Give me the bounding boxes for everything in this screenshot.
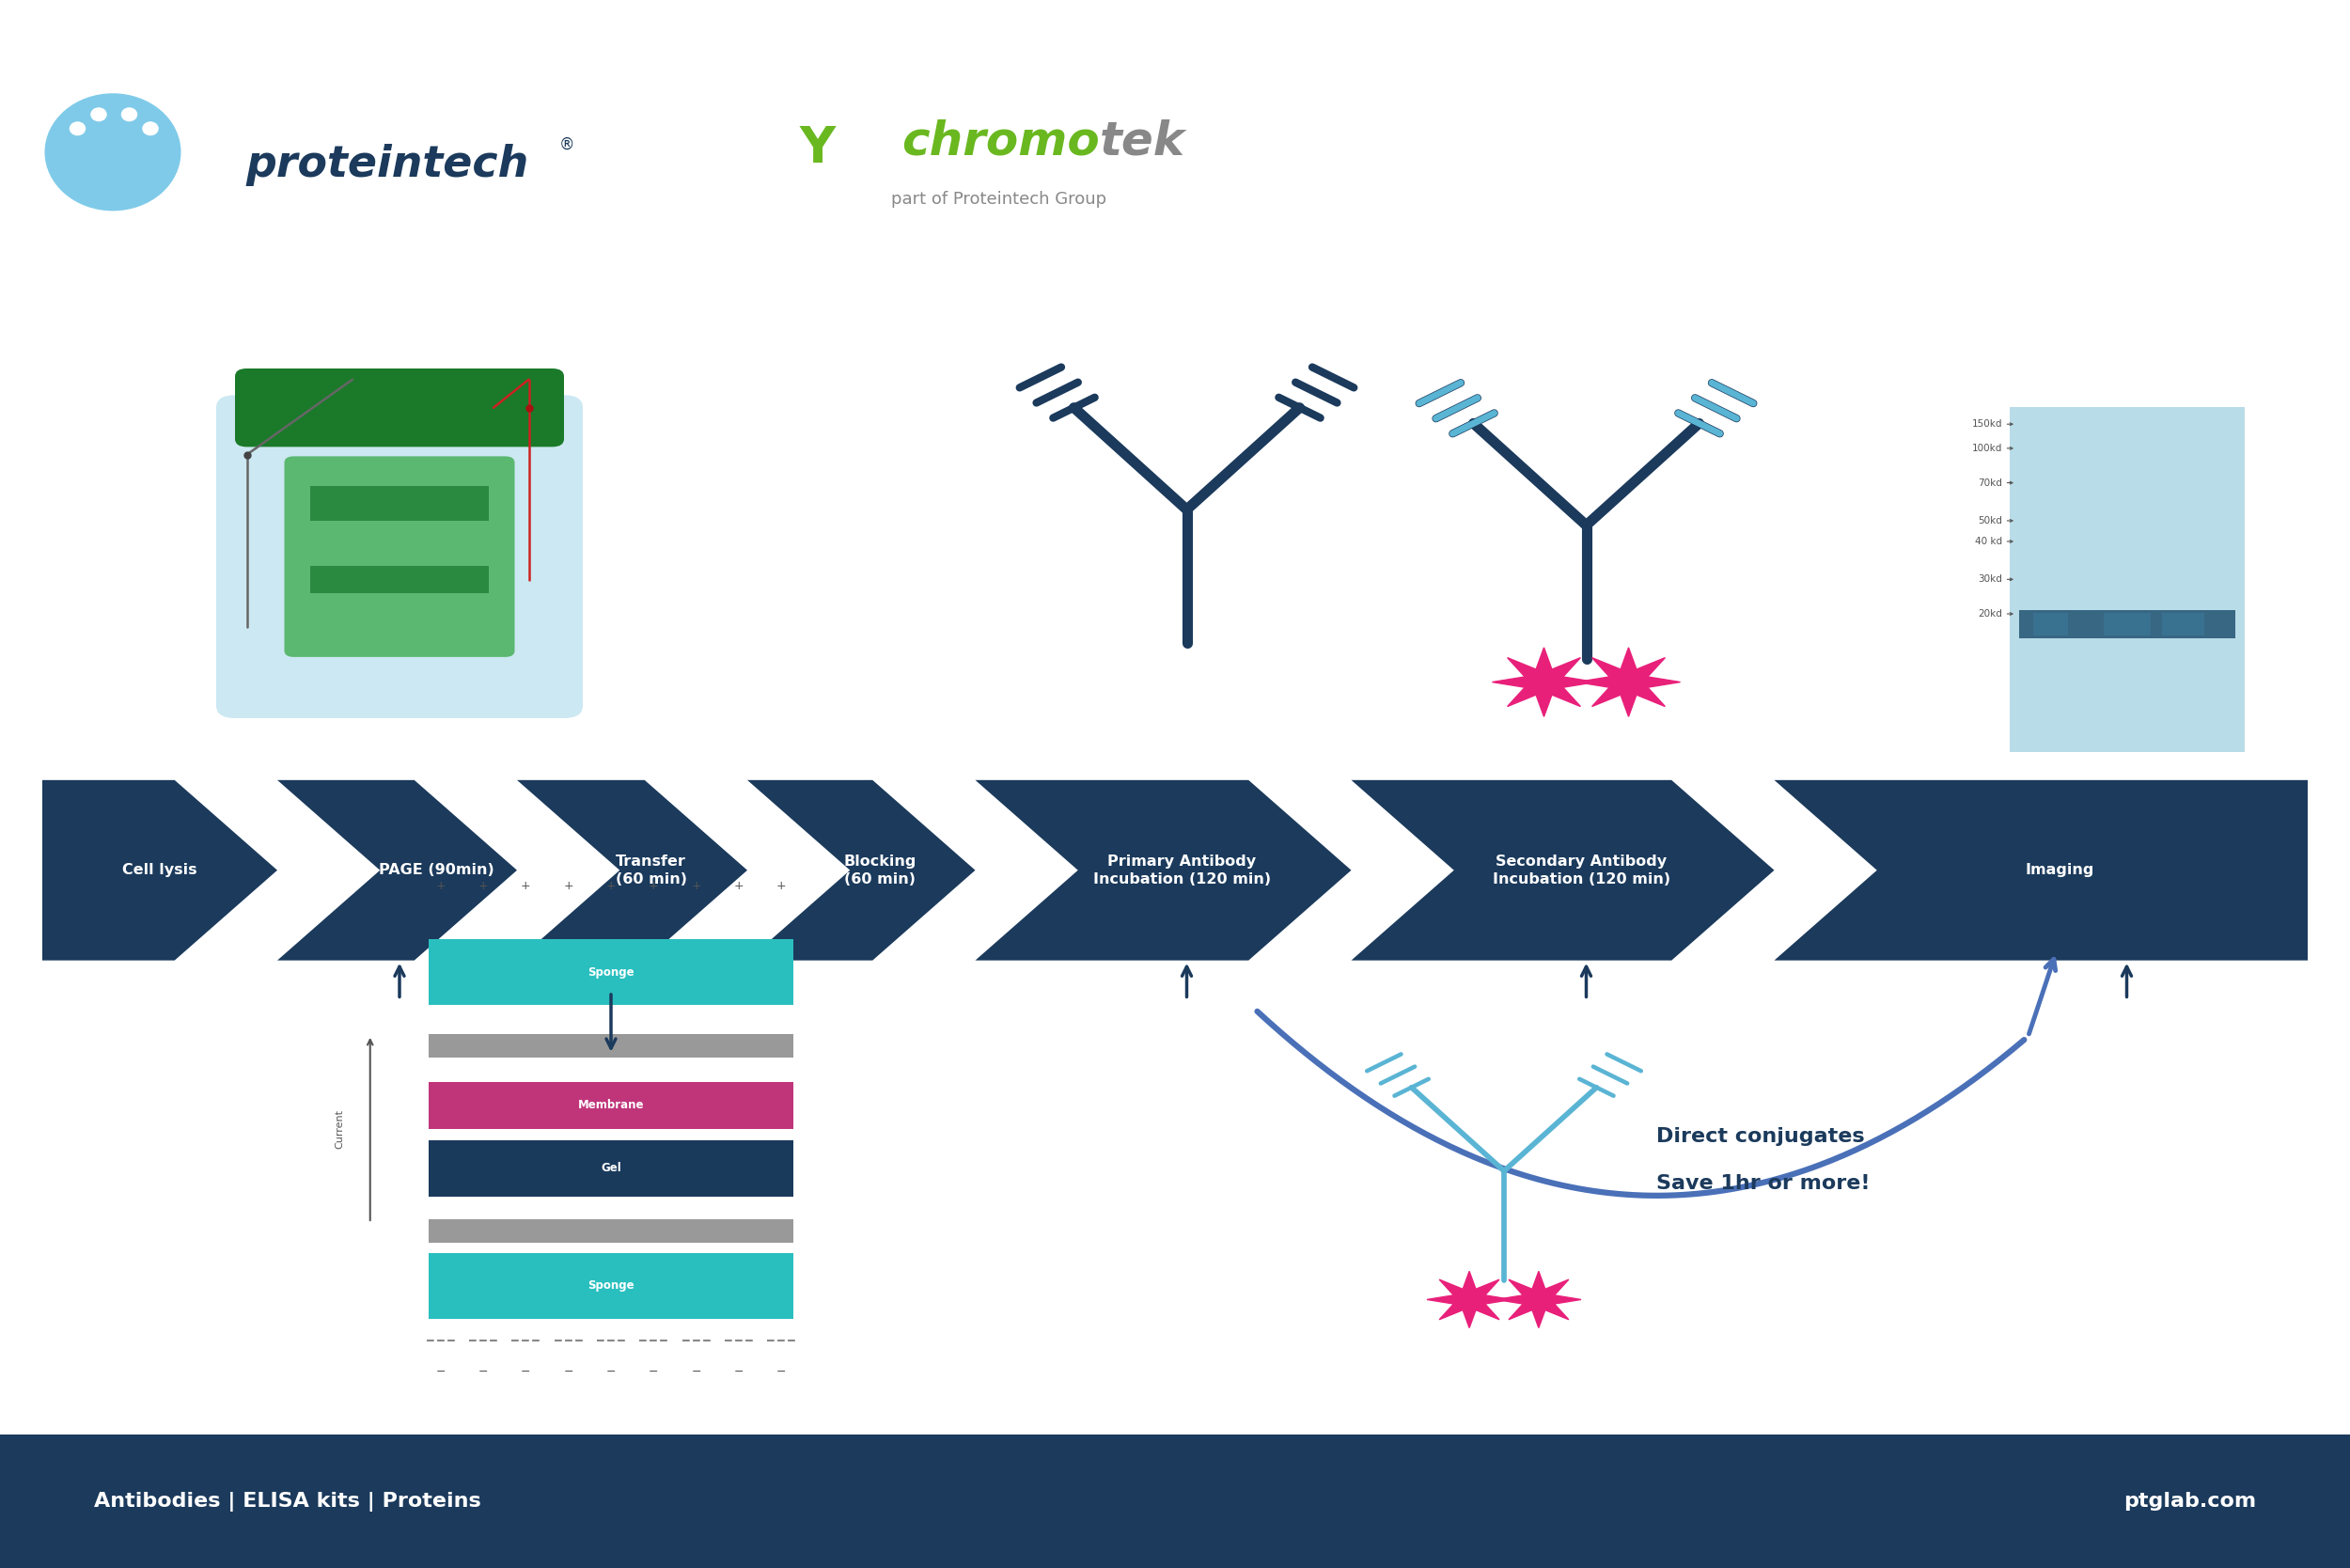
Text: Direct conjugates: Direct conjugates: [1657, 1127, 1866, 1146]
Text: Gel: Gel: [602, 1162, 620, 1174]
Text: +: +: [691, 880, 700, 892]
Text: 100kd: 100kd: [1972, 444, 2002, 453]
FancyBboxPatch shape: [428, 1035, 794, 1058]
FancyBboxPatch shape: [2019, 610, 2235, 638]
FancyBboxPatch shape: [284, 456, 515, 657]
Polygon shape: [975, 779, 1351, 960]
Ellipse shape: [143, 121, 160, 136]
Ellipse shape: [89, 107, 108, 122]
Text: Υ: Υ: [799, 124, 837, 174]
Polygon shape: [1492, 648, 1596, 717]
Text: Membrane: Membrane: [578, 1099, 644, 1112]
FancyBboxPatch shape: [428, 1253, 794, 1319]
Text: Sponge: Sponge: [588, 966, 634, 978]
Polygon shape: [1774, 779, 2308, 960]
Text: Blocking
(60 min): Blocking (60 min): [844, 855, 916, 886]
Text: +: +: [435, 880, 446, 892]
Text: 30kd: 30kd: [1979, 575, 2002, 583]
Text: ptglab.com: ptglab.com: [2124, 1493, 2256, 1510]
Text: Current: Current: [336, 1109, 345, 1149]
Ellipse shape: [70, 121, 87, 136]
FancyBboxPatch shape: [235, 368, 564, 447]
FancyBboxPatch shape: [310, 566, 489, 593]
FancyBboxPatch shape: [428, 1140, 794, 1196]
Text: part of Proteintech Group: part of Proteintech Group: [891, 191, 1107, 207]
Text: +: +: [522, 880, 531, 892]
FancyBboxPatch shape: [428, 1220, 794, 1242]
FancyBboxPatch shape: [2033, 613, 2068, 635]
FancyBboxPatch shape: [2009, 408, 2244, 753]
Text: −: −: [606, 1366, 616, 1378]
Text: proteintech: proteintech: [247, 144, 529, 185]
Text: −: −: [776, 1366, 787, 1378]
Text: −: −: [435, 1366, 446, 1378]
Text: chromo: chromo: [902, 119, 1100, 163]
Ellipse shape: [45, 94, 181, 212]
Text: Antibodies | ELISA kits | Proteins: Antibodies | ELISA kits | Proteins: [94, 1491, 482, 1512]
Polygon shape: [1426, 1272, 1511, 1328]
Text: Primary Antibody
Incubation (120 min): Primary Antibody Incubation (120 min): [1093, 855, 1271, 886]
Text: Transfer
(60 min): Transfer (60 min): [616, 855, 686, 886]
Text: −: −: [564, 1366, 573, 1378]
FancyBboxPatch shape: [428, 1082, 794, 1129]
Text: Save 1hr or more!: Save 1hr or more!: [1657, 1174, 1871, 1193]
Text: −: −: [733, 1366, 743, 1378]
Polygon shape: [517, 779, 747, 960]
FancyBboxPatch shape: [2162, 613, 2204, 635]
Text: +: +: [564, 880, 573, 892]
Text: SDS-PAGE (90min): SDS-PAGE (90min): [338, 864, 494, 877]
Text: −: −: [522, 1366, 531, 1378]
Polygon shape: [1497, 1272, 1582, 1328]
Text: −: −: [649, 1366, 658, 1378]
Text: Sponge: Sponge: [588, 1279, 634, 1292]
Text: +: +: [649, 880, 658, 892]
Text: 40 kd: 40 kd: [1974, 536, 2002, 546]
Ellipse shape: [122, 107, 136, 122]
FancyBboxPatch shape: [2103, 613, 2150, 635]
Text: Cell lysis: Cell lysis: [122, 864, 197, 877]
Text: Imaging: Imaging: [2026, 864, 2094, 877]
Text: tek: tek: [1100, 119, 1184, 163]
Text: +: +: [479, 880, 489, 892]
Text: 50kd: 50kd: [1979, 516, 2002, 525]
Text: −: −: [479, 1366, 489, 1378]
Polygon shape: [277, 779, 517, 960]
FancyBboxPatch shape: [310, 486, 489, 521]
Polygon shape: [1577, 648, 1680, 717]
Text: +: +: [606, 880, 616, 892]
Text: ®: ®: [559, 136, 576, 152]
Text: Secondary Antibody
Incubation (120 min): Secondary Antibody Incubation (120 min): [1492, 855, 1671, 886]
Polygon shape: [747, 779, 975, 960]
FancyBboxPatch shape: [428, 939, 794, 1005]
Polygon shape: [1351, 779, 1774, 960]
Text: −: −: [691, 1366, 700, 1378]
FancyBboxPatch shape: [216, 395, 583, 718]
Polygon shape: [42, 779, 277, 960]
Text: 150kd: 150kd: [1972, 420, 2002, 428]
Text: 20kd: 20kd: [1979, 610, 2002, 618]
Text: +: +: [776, 880, 787, 892]
Text: +: +: [733, 880, 743, 892]
FancyBboxPatch shape: [0, 1435, 2350, 1568]
Text: 70kd: 70kd: [1979, 478, 2002, 488]
